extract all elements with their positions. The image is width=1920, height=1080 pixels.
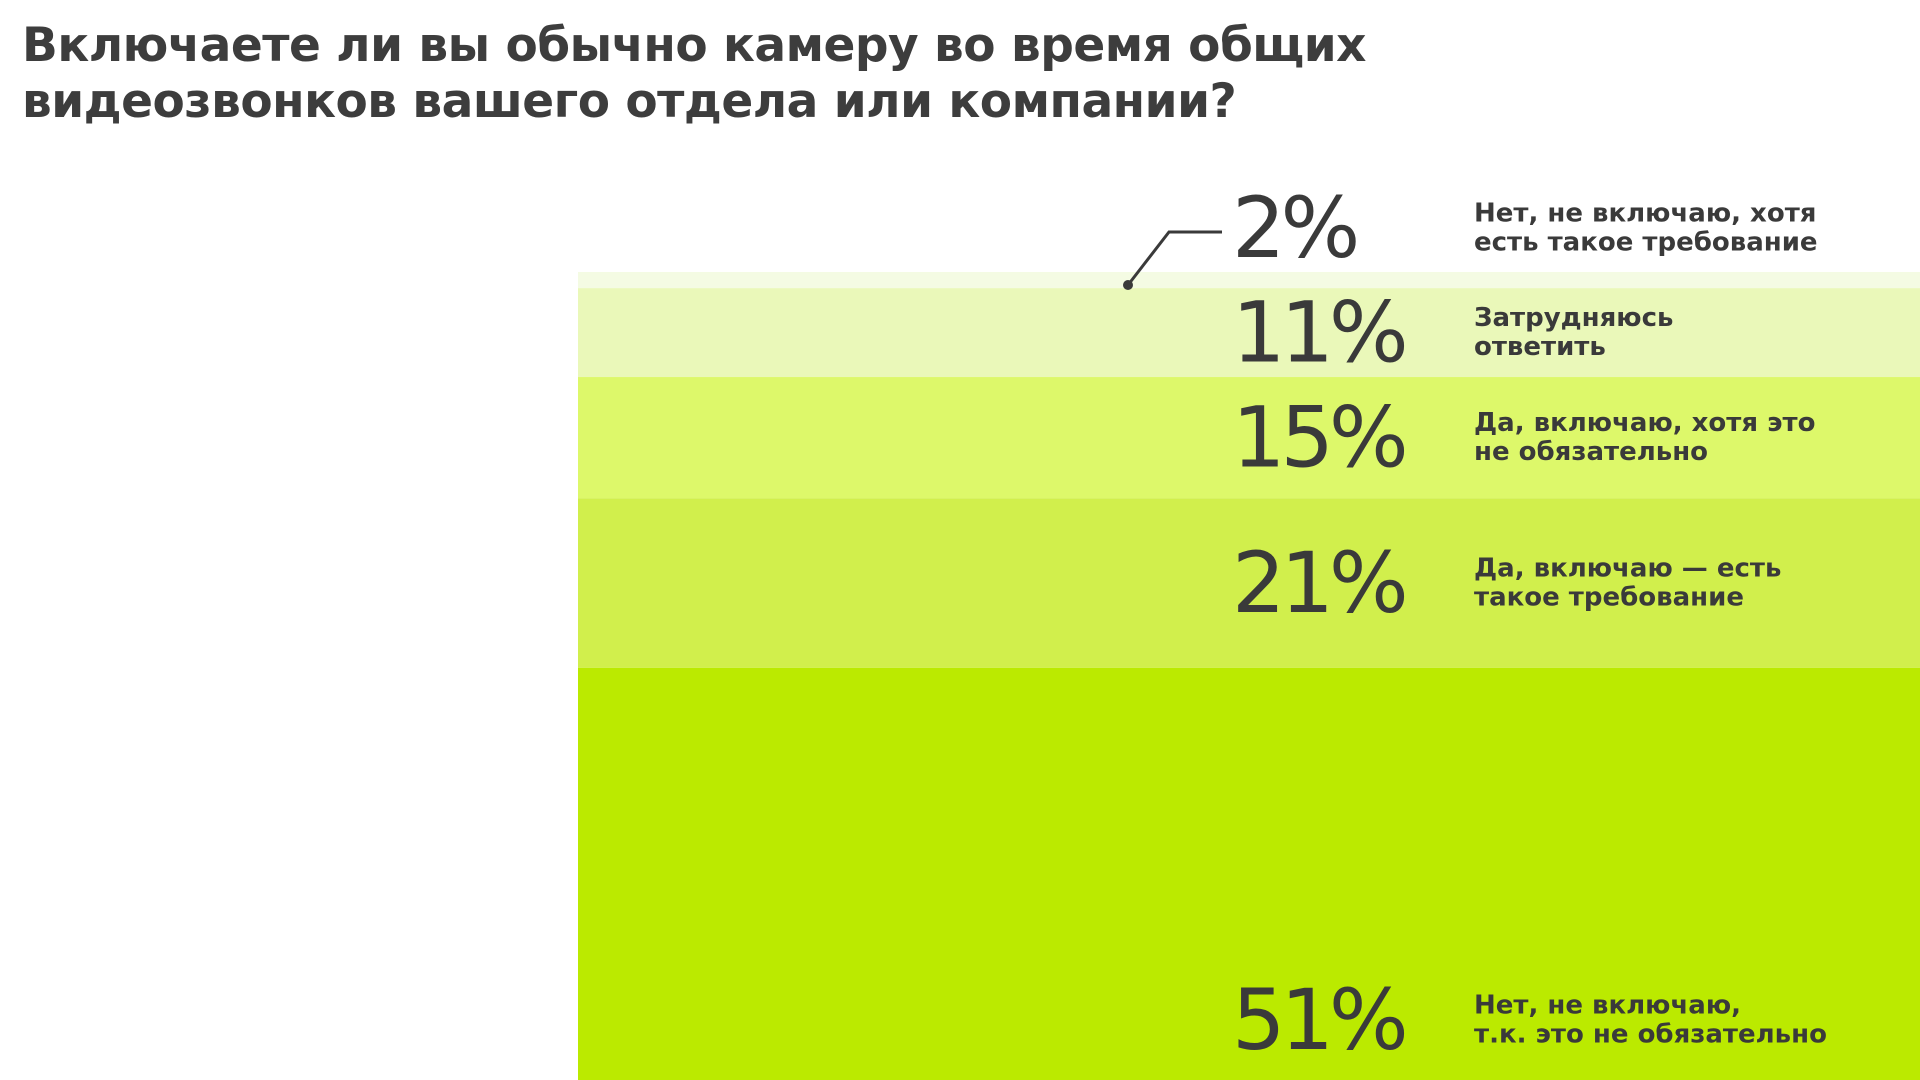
bar-segment-2 xyxy=(578,288,1920,378)
category-label-4-line-1: Да, включаю — есть xyxy=(1474,554,1781,584)
value-label-2: 11% xyxy=(1232,284,1405,382)
bar-segment-4 xyxy=(578,498,1920,668)
category-label-1-line-1: Нет, не включаю, хотя xyxy=(1474,199,1816,229)
value-label-4: 21% xyxy=(1232,534,1405,632)
callout-layer xyxy=(1123,230,1222,290)
category-label-2-line-1: Затрудняюсь xyxy=(1474,303,1673,333)
bar-segments xyxy=(578,272,1920,1080)
category-label-2-line-2: ответить xyxy=(1474,332,1606,362)
bar-segment-1 xyxy=(578,272,1920,289)
category-label-3-line-2: не обязательно xyxy=(1474,437,1708,467)
category-label-4-line-2: такое требование xyxy=(1474,583,1744,613)
category-label-1-line-2: есть такое требование xyxy=(1474,228,1818,258)
category-label-5-line-2: т.к. это не обязательно xyxy=(1474,1020,1827,1050)
bar-segment-3 xyxy=(578,377,1920,499)
chart-title-line-2: видеозвонков вашего отдела или компании? xyxy=(22,74,1237,129)
callout-dot xyxy=(1123,280,1133,290)
bar-segment-5 xyxy=(578,667,1920,1080)
chart-title: Включаете ли вы обычно камеру во время о… xyxy=(22,18,1722,130)
value-label-3: 15% xyxy=(1232,389,1405,487)
value-label-5: 51% xyxy=(1232,971,1405,1069)
category-label-3-line-1: Да, включаю, хотя это xyxy=(1474,408,1815,438)
category-label-5-line-1: Нет, не включаю, xyxy=(1474,991,1741,1021)
callout-leader-line xyxy=(1126,230,1222,286)
chart-title-line-1: Включаете ли вы обычно камеру во время о… xyxy=(22,18,1366,73)
value-label-1: 2% xyxy=(1232,179,1356,277)
